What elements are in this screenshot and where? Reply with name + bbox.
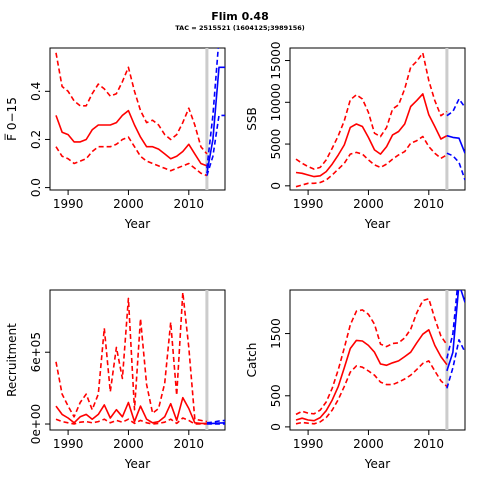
plot-frame — [289, 289, 466, 431]
series-projection-median — [446, 134, 465, 154]
x-axis-label: Year — [124, 217, 150, 231]
plot-frame — [49, 47, 226, 191]
series-projection-lower — [446, 338, 465, 389]
series-historic-median — [295, 93, 448, 178]
y-tick-label: 6e+05 — [29, 332, 43, 372]
series-projection-median — [446, 290, 465, 372]
plot-frame — [289, 47, 466, 191]
series-projection-upper — [446, 290, 458, 359]
y-tick-label: 1500 — [269, 318, 283, 349]
series-projection-lower — [206, 114, 225, 176]
series-historic-upper — [55, 291, 208, 423]
y-tick-label: 0e+00 — [29, 404, 43, 444]
series-historic-median — [55, 109, 208, 167]
panel-fbar: 1990 2000 2010 0.0 0.2 0.4 Year F̅ 0−15 — [4, 47, 226, 231]
series-group — [295, 290, 465, 425]
y-axis-label: SSB — [245, 107, 259, 130]
y-axis-label: Catch — [245, 343, 259, 378]
x-tick-label: 2010 — [174, 437, 205, 451]
x-tick-label: 1990 — [53, 437, 84, 451]
series-historic-lower — [55, 136, 208, 177]
series-historic-lower — [55, 417, 207, 425]
series-projection-upper — [206, 419, 225, 424]
y-tick-label: 0.2 — [29, 130, 43, 149]
y-tick-label: 0.0 — [29, 178, 43, 197]
x-tick-label: 2000 — [113, 437, 144, 451]
plot-frame — [49, 289, 226, 431]
y-axis-label: Recruitment — [5, 323, 19, 397]
series-projection-median — [206, 66, 225, 174]
y-tick-label: 0 — [269, 182, 283, 190]
y-tick-label: 10000 — [269, 83, 283, 121]
x-tick-label: 2000 — [113, 197, 144, 211]
figure-subtitle: TAC = 2515521 (1604125;3989156) — [175, 24, 305, 32]
y-tick-label: 500 — [269, 384, 283, 407]
panel-ssb: 1990 2000 2010 0 5000 10000 15000 Year SSB — [245, 41, 466, 231]
x-tick-label: 2010 — [174, 197, 205, 211]
x-tick-label: 1990 — [293, 437, 324, 451]
x-tick-label: 2010 — [414, 437, 445, 451]
series-group — [55, 48, 225, 177]
series-historic-upper — [295, 297, 448, 416]
y-tick-label: 0.4 — [29, 82, 43, 101]
series-historic-lower — [295, 135, 448, 188]
y-tick-label: 5000 — [269, 129, 283, 160]
y-tick-label: 15000 — [269, 41, 283, 79]
y-axis-label: F̅ 0−15 — [4, 97, 19, 141]
series-historic-median — [295, 328, 448, 422]
series-group — [55, 291, 225, 425]
panel-recruitment: 1990 2000 2010 0e+00 6e+05 Year Recruitment — [5, 289, 226, 471]
x-axis-label: Year — [364, 457, 390, 471]
series-projection-lower — [446, 152, 465, 181]
series-historic-lower — [295, 360, 448, 425]
x-axis-label: Year — [364, 217, 390, 231]
series-projection-upper — [446, 98, 465, 117]
x-tick-label: 2010 — [414, 197, 445, 211]
x-tick-label: 1990 — [293, 197, 324, 211]
panel-catch: 1990 2000 2010 0 500 1500 Year Catch — [245, 289, 466, 471]
series-historic-median — [55, 396, 207, 425]
x-tick-label: 2000 — [353, 437, 384, 451]
x-tick-label: 1990 — [53, 197, 84, 211]
y-tick-label: 0 — [269, 423, 283, 431]
series-group — [295, 52, 465, 188]
figure-title: Flim 0.48 — [211, 10, 269, 23]
series-projection-upper — [206, 48, 220, 169]
series-historic-upper — [55, 52, 208, 155]
series-historic-upper — [295, 52, 448, 170]
x-axis-label: Year — [124, 457, 150, 471]
x-tick-label: 2000 — [353, 197, 384, 211]
